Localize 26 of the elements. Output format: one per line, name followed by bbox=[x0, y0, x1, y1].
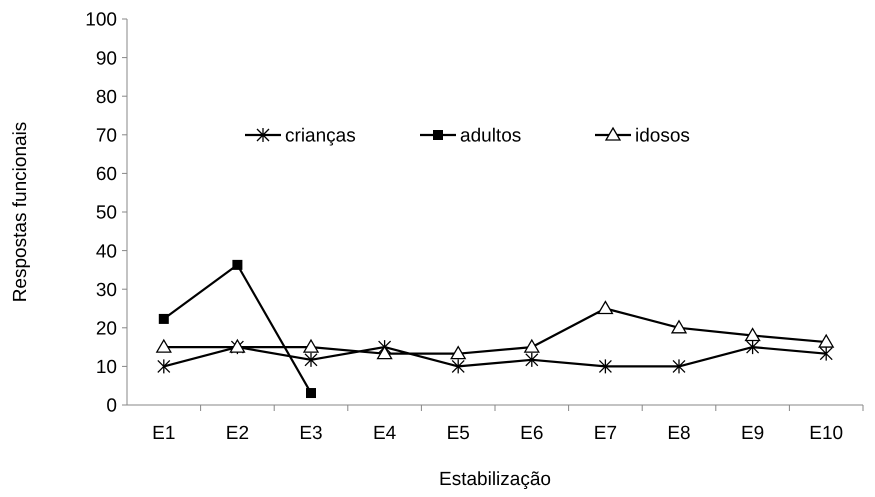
legend-label: idosos bbox=[635, 126, 690, 147]
y-tick-label: 40 bbox=[96, 241, 117, 262]
y-tick-label: 70 bbox=[96, 125, 117, 146]
y-tick-label: 30 bbox=[96, 280, 117, 301]
y-axis-title: Respostas funcionais bbox=[10, 122, 31, 302]
x-tick-label: E1 bbox=[152, 423, 176, 444]
x-tick-label: E9 bbox=[740, 423, 764, 444]
legend-label: adultos bbox=[460, 126, 522, 147]
x-tick-label: E8 bbox=[667, 423, 691, 444]
y-tick-label: 60 bbox=[96, 164, 117, 186]
y-tick-label: 80 bbox=[96, 86, 117, 108]
y-tick-label: 20 bbox=[96, 318, 117, 340]
x-tick-label: E10 bbox=[809, 423, 844, 444]
x-axis-title: Estabilização bbox=[439, 469, 551, 490]
x-tick-label: E5 bbox=[446, 423, 470, 444]
x-tick-label: E6 bbox=[520, 423, 544, 444]
y-tick-label: 50 bbox=[96, 202, 117, 224]
y-tick-label: 10 bbox=[96, 357, 117, 378]
y-tick-label: 0 bbox=[106, 396, 117, 417]
y-tick-label: 100 bbox=[85, 10, 117, 31]
x-tick-label: E3 bbox=[299, 423, 323, 444]
x-tick-label: E2 bbox=[226, 423, 250, 444]
y-tick-label: 90 bbox=[96, 48, 117, 70]
x-tick-label: E4 bbox=[372, 423, 397, 444]
legend-label: crianças bbox=[285, 126, 356, 147]
x-tick-label: E7 bbox=[594, 423, 618, 444]
